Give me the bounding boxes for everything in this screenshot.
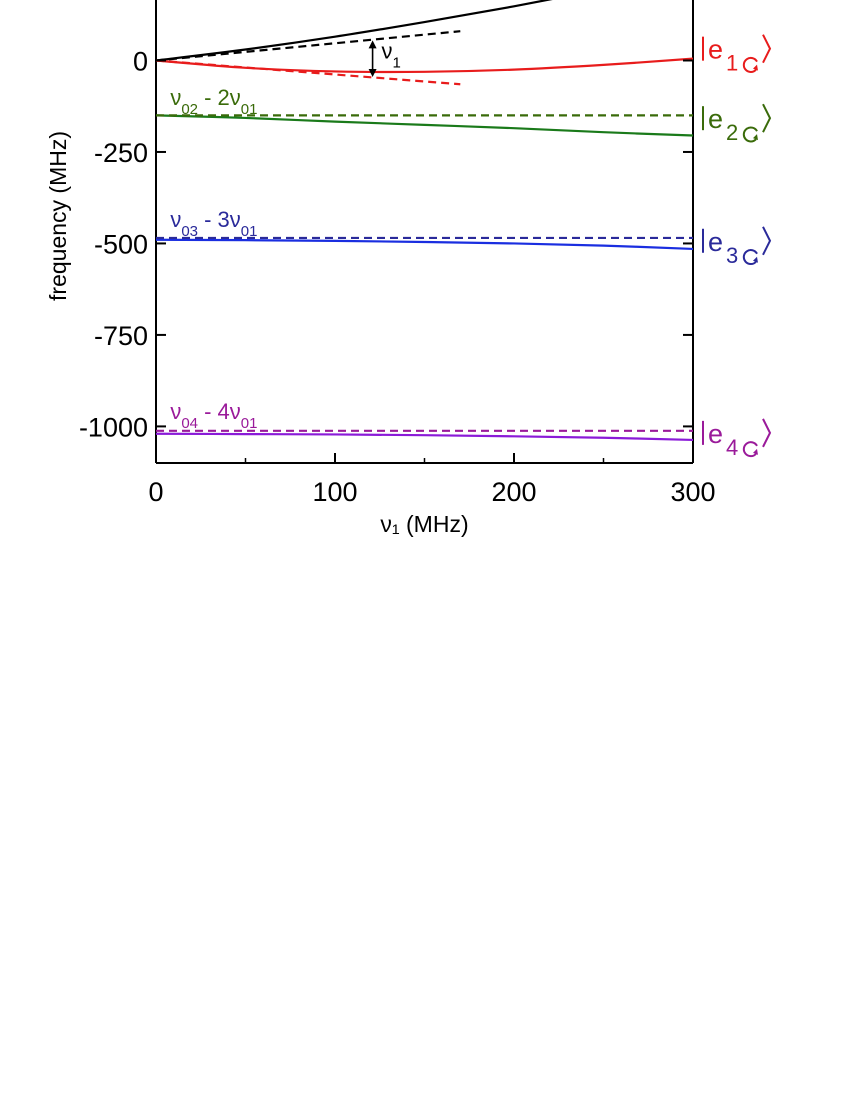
y-tick-label: 0 [133,46,148,76]
series-line-4 [156,59,461,86]
circular-arrowhead [753,256,758,263]
ket-angle [762,418,772,448]
series-line-9 [156,432,693,442]
state-index: 3 [726,243,738,268]
ket-angle [762,103,772,133]
state-name: e [708,35,723,65]
state-index: 1 [726,51,738,76]
nu1-arrow-head-up [368,40,377,49]
series-layer [156,0,693,442]
y-tick-label: -750 [94,321,148,351]
annotation-3: ν03 - 3ν01 [170,207,257,240]
annotation-2: ν02 - 2ν01 [170,85,257,118]
series-line-3 [156,57,693,74]
series-line-5 [156,114,693,137]
state-name: e [708,104,723,134]
ticks-layer: 01002003002500-250-500-750-1000 [79,46,716,507]
circular-arrow-icon [742,56,758,73]
state-label-layer: e0e1e2e3e4 [702,34,772,460]
circular-arrow-icon [742,126,758,143]
series-line-2 [156,30,461,62]
y-tick-label: -1000 [79,412,148,442]
ket-angle [762,34,772,64]
circular-arrowhead [753,448,758,455]
circular-arrow-icon [742,249,758,266]
annotation-4: ν04 - 4ν01 [170,399,257,432]
y-tick-label: -250 [94,138,148,168]
state-name: e [708,227,723,257]
y-axis-title: frequency (MHz) [45,131,71,301]
x-tick-label: 300 [670,477,715,507]
series-line-1 [156,0,554,62]
circular-arrow-icon [742,441,758,458]
circular-arrowhead [753,64,758,71]
y-tick-label: -500 [94,229,148,259]
series-line-7 [156,238,693,251]
state-name: e [708,419,723,449]
ket-angle [762,226,772,256]
x-tick-label: 200 [491,477,536,507]
x-tick-label: 100 [312,477,357,507]
nu1-arrow-head-down [368,68,377,77]
annotation-1: ν1 [382,39,401,72]
x-tick-label: 0 [148,477,163,507]
x-axis-title: ν₁ (MHz) [380,511,468,537]
state-index: 2 [726,120,738,145]
state-index: 4 [726,435,738,460]
annotation-layer: ν1 ν02 - 2ν01 ν03 - 3ν01 ν04 - 4ν01 [170,39,401,432]
circular-arrowhead [753,134,758,141]
